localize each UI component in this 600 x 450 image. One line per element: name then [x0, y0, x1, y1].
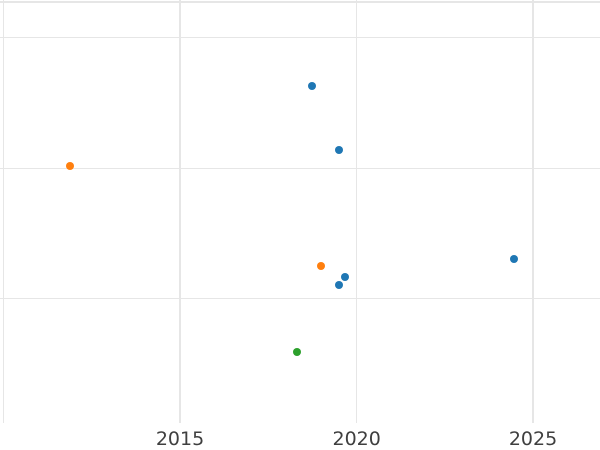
horizontal-gridline	[0, 297, 600, 300]
data-point-orange[interactable]	[66, 162, 74, 170]
x-axis-tick-label: 2020	[332, 428, 381, 450]
x-axis-tick-label: 2025	[508, 428, 558, 450]
data-point-blue[interactable]	[510, 254, 519, 263]
horizontal-gridline	[0, 36, 600, 39]
data-point-orange[interactable]	[317, 262, 326, 271]
x-axis-tick-label: 2015	[155, 428, 205, 450]
data-point-green[interactable]	[293, 347, 301, 356]
data-point-blue[interactable]	[340, 273, 349, 282]
data-point-blue[interactable]	[307, 81, 316, 90]
horizontal-gridline	[0, 1, 600, 3]
vertical-gridline	[532, 0, 534, 423]
vertical-gridline	[179, 0, 181, 423]
vertical-gridline	[2, 0, 5, 423]
horizontal-gridline	[0, 167, 600, 170]
data-point-blue[interactable]	[335, 280, 343, 289]
data-point-blue[interactable]	[334, 145, 343, 154]
vertical-gridline	[355, 0, 358, 423]
